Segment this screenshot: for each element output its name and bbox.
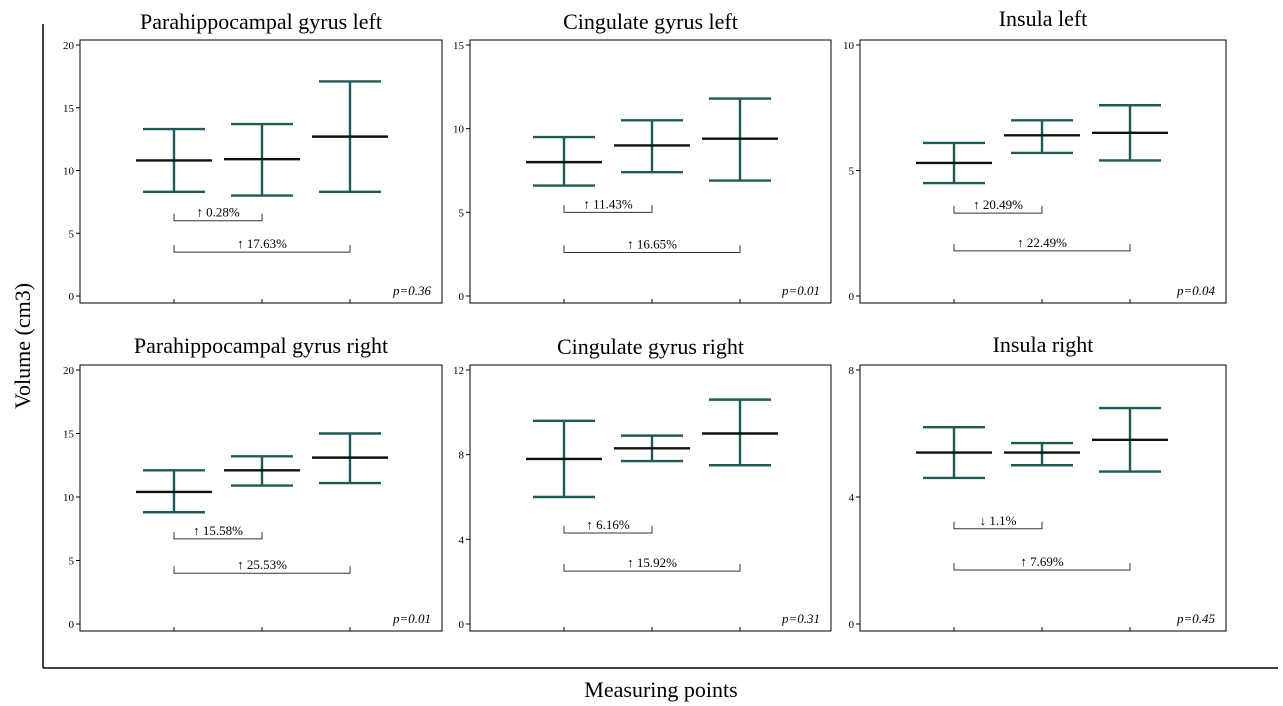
p-value: p=0.01 [392,611,431,626]
y-tick-label: 5 [849,166,855,178]
y-tick-label: 15 [63,103,75,115]
y-tick-label: 10 [63,492,75,504]
comparison-label: ↑ 25.53% [237,557,287,572]
comparison-bracket [953,521,1043,530]
comparison-label: ↓ 1.1% [980,513,1017,528]
y-tick-label: 10 [843,40,855,52]
y-tick-label: 0 [69,291,75,303]
y-tick-label: 0 [459,619,465,631]
panel: Parahippocampal gyrus right 0 5 10 15 20 ↑ 15.… [63,333,443,632]
comparison-label: ↑ 11.43% [583,196,633,211]
y-tick-label: 4 [849,492,855,504]
y-tick-label: 15 [63,429,75,441]
panels: Parahippocampal gyrus left 0 5 10 15 20 ↑ 0.28… [63,6,1227,632]
y-tick-label: 5 [69,228,75,240]
comparison-label: ↑ 17.63% [237,236,287,251]
plot-frame [859,364,1227,632]
panel-title: Insula right [993,332,1094,357]
panel: Insula left 0 5 10 ↑ 20.49% ↑ 22.49% p=0.04 [843,6,1227,304]
panel: Cingulate gyrus right 0 4 8 12 ↑ 6.16% ↑ 15.92… [453,334,832,632]
panel-title: Parahippocampal gyrus right [134,333,388,358]
panel-title: Cingulate gyrus left [563,9,738,34]
panel-title: Parahippocampal gyrus left [140,9,382,34]
panel: Parahippocampal gyrus left 0 5 10 15 20 ↑ 0.28… [63,9,443,304]
plot-frame [469,39,832,304]
plot-frame [79,364,443,632]
y-tick-label: 20 [63,365,75,377]
comparison-label: ↑ 0.28% [196,205,240,220]
comparison-bracket [953,243,1131,252]
panel-title: Insula left [999,6,1088,31]
comparison-bracket [173,245,351,253]
y-tick-label: 4 [459,534,465,546]
comparison-label: ↑ 6.16% [586,517,630,532]
p-value: p=0.04 [1176,283,1216,298]
comparison-label: ↑ 22.49% [1017,235,1067,250]
comparison-label: ↑ 16.65% [627,236,677,251]
comparison-bracket [173,531,263,540]
y-tick-label: 10 [63,166,75,178]
comparison-label: ↑ 20.49% [973,197,1023,212]
comparison-bracket [563,205,653,213]
panel-title: Cingulate gyrus right [557,334,744,359]
y-tick-label: 12 [453,365,464,377]
x-axis-title: Measuring points [584,677,737,702]
y-tick-label: 15 [453,40,465,52]
comparison-bracket [563,245,741,253]
p-value: p=0.45 [1176,611,1216,626]
comparison-label: ↑ 15.58% [193,523,243,538]
comparison-bracket [953,206,1043,214]
comparison-bracket [563,525,653,534]
p-value: p=0.01 [781,283,820,298]
y-tick-label: 0 [69,619,75,631]
comparison-bracket [173,566,351,574]
y-tick-label: 5 [69,556,75,568]
comparison-label: ↑ 15.92% [627,555,677,570]
y-tick-label: 5 [459,207,465,219]
panel: Insula right 0 4 8 ↓ 1.1% ↑ 7.69% p=0.45 [849,332,1227,632]
comparison-bracket [953,563,1131,571]
comparison-bracket [563,564,741,572]
y-axis-title: Volume (cm3) [10,283,35,409]
y-tick-label: 8 [459,450,465,462]
y-tick-label: 20 [63,40,75,52]
plot-frame [859,39,1227,304]
y-tick-label: 0 [849,291,855,303]
panel: Cingulate gyrus left 0 5 10 15 ↑ 11.43% ↑ 16.6… [453,9,832,304]
y-tick-label: 8 [849,365,855,377]
comparison-label: ↑ 7.69% [1020,554,1064,569]
plot-frame [469,364,832,632]
y-tick-label: 10 [453,124,465,136]
plot-frame [79,39,443,304]
p-value: p=0.36 [392,283,432,298]
y-tick-label: 0 [849,619,855,631]
p-value: p=0.31 [781,611,820,626]
comparison-bracket [173,213,263,222]
y-tick-label: 0 [459,291,465,303]
